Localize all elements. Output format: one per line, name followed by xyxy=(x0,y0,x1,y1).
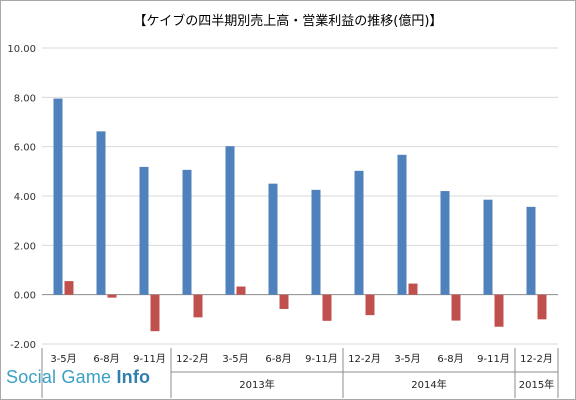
category-label: 9-11月 xyxy=(133,353,166,365)
bar-operating-profit xyxy=(451,294,461,321)
bar-sales xyxy=(311,189,321,295)
bar-sales xyxy=(53,98,63,295)
bar-operating-profit xyxy=(537,294,547,320)
y-tick-label: 4.00 xyxy=(14,192,36,203)
category-label: 6-8月 xyxy=(437,353,463,365)
y-tick-label: -2.00 xyxy=(10,340,36,351)
bar-sales xyxy=(139,166,149,295)
y-tick-label: 8.00 xyxy=(14,93,36,104)
category-label: 12-2月 xyxy=(520,353,553,365)
bar-operating-profit xyxy=(279,294,289,309)
watermark-logo: Social Game Info xyxy=(6,367,150,388)
category-label: 6-8月 xyxy=(265,353,291,365)
bar-operating-profit xyxy=(494,294,504,327)
category-label: 3-5月 xyxy=(394,353,420,365)
bar-sales xyxy=(268,183,278,295)
category-label: 9-11月 xyxy=(305,353,338,365)
bar-sales xyxy=(96,131,106,295)
bar-operating-profit xyxy=(408,283,418,295)
bar-operating-profit xyxy=(150,294,160,332)
bar-sales xyxy=(182,169,192,295)
y-tick-label: 0.00 xyxy=(14,291,36,302)
bar-sales xyxy=(440,191,450,295)
bar-operating-profit xyxy=(322,294,332,321)
bar-operating-profit xyxy=(64,281,74,295)
year-group-label: 2015年 xyxy=(519,378,554,391)
watermark-text: Social Game xyxy=(6,367,117,387)
bar-operating-profit xyxy=(365,294,375,316)
category-label: 12-2月 xyxy=(348,353,381,365)
bar-operating-profit xyxy=(236,286,246,295)
y-tick-label: 10.00 xyxy=(7,44,36,55)
category-label: 9-11月 xyxy=(477,353,510,365)
bar-sales xyxy=(483,199,493,295)
category-label: 3-5月 xyxy=(222,353,248,365)
bar-sales xyxy=(225,146,235,295)
bar-operating-profit xyxy=(193,294,203,318)
y-tick-label: 2.00 xyxy=(14,241,36,252)
y-tick-label: 6.00 xyxy=(14,143,36,154)
bar-operating-profit xyxy=(107,294,117,298)
bar-sales xyxy=(526,206,536,295)
category-label: 12-2月 xyxy=(176,353,209,365)
chart-title: 【ケイブの四半期別売上高・営業利益の推移(億円)】 xyxy=(133,14,443,29)
category-label: 6-8月 xyxy=(93,353,119,365)
category-label: 3-5月 xyxy=(50,353,76,365)
year-group-label: 2014年 xyxy=(411,378,446,391)
bar-sales xyxy=(354,170,364,295)
watermark-accent: Info xyxy=(116,367,151,387)
bar-sales xyxy=(397,154,407,295)
year-group-label: 2013年 xyxy=(239,378,274,391)
